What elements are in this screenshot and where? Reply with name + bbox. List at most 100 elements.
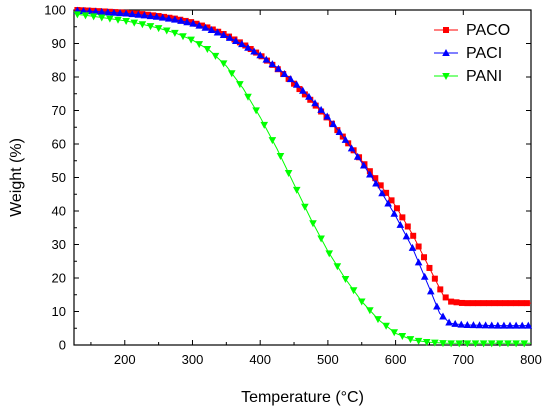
- data-point-paco: [399, 214, 406, 221]
- data-point-paci: [158, 13, 167, 21]
- data-point-paci: [238, 40, 246, 48]
- y-tick-label: 100: [44, 3, 66, 18]
- y-tick-label: 60: [52, 137, 66, 152]
- data-point-paco: [502, 300, 509, 307]
- data-point-paco: [475, 300, 482, 307]
- data-point-paci: [219, 31, 228, 39]
- data-point-paci: [195, 21, 204, 29]
- data-point-paci: [335, 128, 344, 136]
- data-point-paci: [177, 16, 185, 24]
- data-point-paco: [410, 232, 417, 239]
- data-point-pani: [89, 13, 98, 21]
- plot-frame: [73, 9, 532, 346]
- data-point-paco: [507, 300, 514, 307]
- data-point-paci: [201, 23, 210, 31]
- data-point-paco: [513, 300, 520, 307]
- data-point-pani: [276, 153, 285, 161]
- y-axis-title: Weight (%): [8, 138, 25, 217]
- data-point-paco: [291, 80, 298, 87]
- data-point-pani: [203, 45, 212, 53]
- data-point-paco: [90, 7, 97, 14]
- data-point-paci: [104, 8, 112, 16]
- data-point-pani: [439, 340, 447, 348]
- data-point-pani: [97, 14, 106, 22]
- data-point-paci: [116, 9, 124, 17]
- data-point-paci: [207, 25, 216, 33]
- data-point-pani: [398, 332, 407, 340]
- x-tick-label: 500: [317, 352, 339, 367]
- data-point-paci: [372, 179, 380, 187]
- data-point-pani: [211, 52, 220, 60]
- data-point-pani: [284, 169, 293, 177]
- series-line-paco: [77, 9, 531, 304]
- data-point-paco: [383, 189, 390, 196]
- data-point-pani: [268, 137, 277, 145]
- data-point-paco: [469, 300, 476, 307]
- data-point-pani: [122, 17, 130, 25]
- data-point-pani: [496, 340, 504, 348]
- data-point-paco: [404, 223, 411, 230]
- data-point-pani: [171, 29, 179, 37]
- y-tick-label: 90: [52, 36, 66, 51]
- data-point-paci: [518, 321, 526, 329]
- data-point-paci: [426, 287, 435, 295]
- data-point-paco: [426, 264, 433, 271]
- data-point-paci: [122, 9, 130, 17]
- data-point-pani: [366, 307, 374, 315]
- y-tick-label: 10: [52, 304, 66, 319]
- data-point-pani: [179, 33, 187, 41]
- data-point-paco: [388, 197, 395, 204]
- data-point-pani: [349, 287, 358, 295]
- x-tick-label: 400: [249, 352, 271, 367]
- data-point-paco: [480, 300, 487, 307]
- data-point-paci: [469, 321, 478, 329]
- data-point-paci: [408, 243, 417, 251]
- data-point-pani: [512, 340, 520, 348]
- data-point-paco: [307, 96, 314, 103]
- data-point-paci: [353, 152, 362, 160]
- data-point-paco: [155, 13, 162, 20]
- data-point-paci: [414, 258, 423, 266]
- y-tick-label: 20: [52, 271, 66, 286]
- data-point-paco: [496, 300, 503, 307]
- data-point-paco: [415, 243, 422, 250]
- x-axis-title: Temperature (°C): [241, 389, 364, 406]
- data-point-paco: [193, 20, 200, 27]
- data-point-paco: [523, 300, 530, 307]
- data-point-paci: [244, 43, 252, 51]
- data-point-pani: [455, 340, 464, 348]
- data-point-paci: [262, 55, 271, 63]
- data-point-paci: [128, 10, 137, 18]
- data-point-paci: [475, 321, 484, 329]
- data-point-pani: [260, 121, 269, 129]
- data-point-pani: [471, 340, 480, 348]
- data-point-pani: [138, 21, 147, 29]
- data-point-paco: [198, 22, 205, 29]
- data-point-paci: [329, 120, 338, 128]
- data-point-pani: [463, 340, 472, 348]
- data-point-paci: [390, 209, 399, 217]
- data-point-pani: [252, 107, 260, 115]
- data-point-paci: [378, 189, 386, 197]
- legend-label-paci: PACI: [466, 45, 502, 62]
- data-point-paci: [494, 321, 502, 329]
- y-tick-label: 40: [52, 204, 66, 219]
- data-point-pani: [414, 337, 423, 345]
- data-point-paci: [97, 7, 106, 15]
- data-point-pani: [114, 16, 122, 24]
- legend-label-pani: PANI: [466, 68, 502, 85]
- data-point-paco: [231, 36, 238, 43]
- legend-label-paco: PACO: [466, 22, 510, 39]
- data-point-paci: [487, 321, 496, 329]
- x-tick-label: 700: [452, 352, 474, 367]
- data-point-paco: [518, 300, 525, 307]
- y-tick-label: 50: [52, 170, 66, 185]
- data-point-paci: [250, 47, 258, 55]
- data-point-paci: [481, 321, 490, 329]
- series-line-pani: [77, 13, 531, 344]
- data-point-pani: [309, 220, 317, 228]
- data-point-paco: [144, 11, 151, 18]
- data-point-pani: [333, 263, 342, 271]
- data-point-paci: [311, 99, 319, 107]
